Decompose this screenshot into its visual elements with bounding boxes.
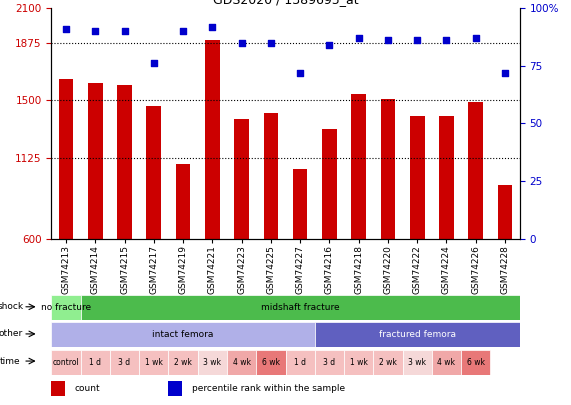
- Bar: [168, 381, 183, 396]
- Point: [179, 28, 188, 34]
- FancyBboxPatch shape: [198, 350, 227, 375]
- Point: [471, 35, 480, 41]
- FancyBboxPatch shape: [81, 350, 110, 375]
- Bar: [439, 116, 454, 239]
- FancyBboxPatch shape: [256, 350, 286, 375]
- Text: 4 wk: 4 wk: [437, 358, 456, 367]
- FancyBboxPatch shape: [110, 350, 139, 375]
- FancyBboxPatch shape: [403, 350, 432, 375]
- Point: [62, 26, 71, 32]
- FancyBboxPatch shape: [461, 350, 490, 375]
- Bar: [322, 130, 337, 239]
- Text: count: count: [75, 384, 100, 393]
- Text: 2 wk: 2 wk: [379, 358, 397, 367]
- Text: 2 wk: 2 wk: [174, 358, 192, 367]
- Bar: [468, 102, 483, 239]
- Text: 6 wk: 6 wk: [262, 358, 280, 367]
- FancyBboxPatch shape: [373, 350, 403, 375]
- Text: control: control: [53, 358, 79, 367]
- FancyBboxPatch shape: [227, 350, 256, 375]
- FancyBboxPatch shape: [432, 350, 461, 375]
- Bar: [59, 79, 73, 239]
- Text: 1 wk: 1 wk: [349, 358, 368, 367]
- Text: 3 wk: 3 wk: [408, 358, 426, 367]
- Point: [413, 37, 422, 44]
- FancyBboxPatch shape: [51, 350, 81, 375]
- Bar: [234, 119, 249, 239]
- FancyBboxPatch shape: [315, 350, 344, 375]
- Bar: [88, 83, 103, 239]
- Bar: [176, 164, 190, 239]
- Text: 3 d: 3 d: [323, 358, 335, 367]
- FancyBboxPatch shape: [81, 295, 520, 320]
- Text: 3 d: 3 d: [119, 358, 131, 367]
- Bar: [293, 169, 307, 239]
- Text: 6 wk: 6 wk: [467, 358, 485, 367]
- Point: [91, 28, 100, 34]
- Bar: [498, 185, 512, 239]
- Point: [120, 28, 129, 34]
- Bar: [147, 106, 161, 239]
- Text: 1 wk: 1 wk: [145, 358, 163, 367]
- Text: midshaft fracture: midshaft fracture: [261, 303, 339, 312]
- Point: [325, 42, 334, 48]
- FancyBboxPatch shape: [168, 350, 198, 375]
- FancyBboxPatch shape: [286, 350, 315, 375]
- Bar: [351, 94, 366, 239]
- Text: 4 wk: 4 wk: [232, 358, 251, 367]
- FancyBboxPatch shape: [51, 322, 315, 347]
- FancyBboxPatch shape: [139, 350, 168, 375]
- Text: intact femora: intact femora: [152, 330, 214, 339]
- Bar: [205, 40, 220, 239]
- Text: percentile rank within the sample: percentile rank within the sample: [192, 384, 345, 393]
- Point: [442, 37, 451, 44]
- Point: [237, 39, 246, 46]
- Bar: [117, 85, 132, 239]
- Point: [208, 23, 217, 30]
- Point: [500, 69, 509, 76]
- Text: fractured femora: fractured femora: [379, 330, 456, 339]
- Text: 3 wk: 3 wk: [203, 358, 222, 367]
- Bar: [381, 99, 395, 239]
- FancyBboxPatch shape: [315, 322, 520, 347]
- Text: 1 d: 1 d: [89, 358, 101, 367]
- Bar: [410, 116, 424, 239]
- Bar: [51, 381, 66, 396]
- Point: [354, 35, 363, 41]
- Point: [383, 37, 392, 44]
- FancyBboxPatch shape: [344, 350, 373, 375]
- FancyBboxPatch shape: [51, 295, 81, 320]
- Point: [296, 69, 305, 76]
- Text: no fracture: no fracture: [41, 303, 91, 312]
- Text: shock: shock: [0, 302, 23, 311]
- Text: other: other: [0, 329, 22, 339]
- Text: 1 d: 1 d: [294, 358, 306, 367]
- Bar: [264, 113, 278, 239]
- Point: [266, 39, 275, 46]
- Title: GDS2020 / 1389695_at: GDS2020 / 1389695_at: [212, 0, 359, 6]
- Text: time: time: [0, 356, 21, 366]
- Point: [149, 60, 158, 67]
